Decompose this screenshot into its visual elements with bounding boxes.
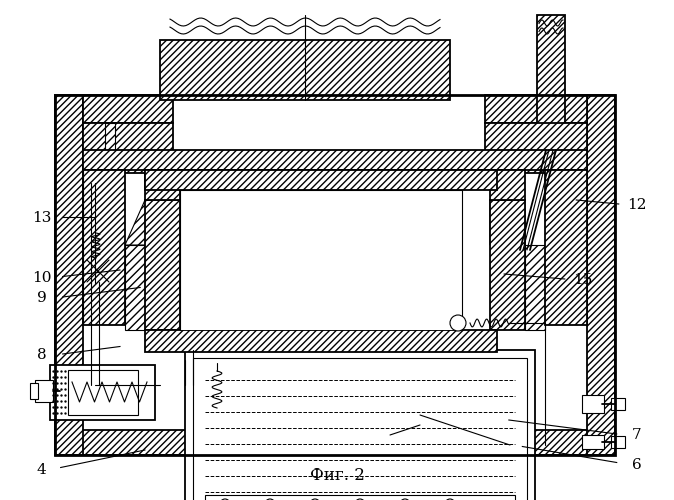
Bar	[180, 190, 462, 330]
Bar	[87, 183, 105, 263]
Bar	[55, 430, 615, 455]
Bar	[205, 345, 230, 363]
Polygon shape	[490, 200, 525, 250]
Bar	[83, 123, 587, 430]
Bar	[490, 200, 525, 330]
Bar	[160, 40, 450, 100]
Bar	[145, 200, 180, 330]
Text: 12: 12	[627, 198, 646, 212]
Text: Фиг. 2: Фиг. 2	[309, 466, 365, 483]
Bar	[68, 370, 138, 415]
Text: 10: 10	[32, 270, 51, 284]
Bar	[30, 383, 38, 399]
Circle shape	[400, 499, 410, 500]
Bar	[485, 123, 587, 173]
Bar	[145, 330, 497, 352]
Bar	[587, 95, 615, 455]
Bar	[537, 15, 565, 150]
Text: 15: 15	[574, 273, 592, 287]
Circle shape	[355, 499, 365, 500]
Bar	[145, 170, 497, 190]
Text: 4: 4	[37, 463, 47, 477]
Bar	[50, 365, 155, 420]
Bar	[83, 123, 173, 173]
Bar	[55, 95, 83, 455]
Text: 13: 13	[32, 210, 51, 224]
Bar	[545, 170, 587, 325]
Text: 7: 7	[632, 428, 642, 442]
Bar	[55, 95, 615, 455]
Text: 9: 9	[37, 290, 47, 304]
Bar	[485, 95, 587, 123]
Bar	[185, 350, 535, 500]
Bar	[582, 435, 604, 449]
Bar	[582, 395, 604, 413]
Bar	[205, 495, 515, 500]
Polygon shape	[125, 200, 180, 245]
Bar	[105, 123, 115, 173]
Bar	[611, 398, 625, 410]
Circle shape	[445, 499, 455, 500]
Bar	[490, 170, 525, 200]
Bar	[193, 358, 527, 500]
Bar	[87, 260, 109, 282]
Bar	[83, 95, 173, 123]
Bar	[83, 170, 125, 325]
Circle shape	[310, 499, 320, 500]
Text: 6: 6	[632, 458, 642, 472]
Polygon shape	[525, 245, 545, 330]
Bar	[83, 150, 587, 170]
Text: 8: 8	[37, 348, 47, 362]
Circle shape	[220, 499, 230, 500]
Bar	[35, 380, 53, 402]
Circle shape	[265, 499, 275, 500]
Bar	[611, 436, 625, 448]
Circle shape	[450, 315, 466, 331]
Polygon shape	[125, 245, 145, 330]
Bar	[145, 170, 180, 200]
